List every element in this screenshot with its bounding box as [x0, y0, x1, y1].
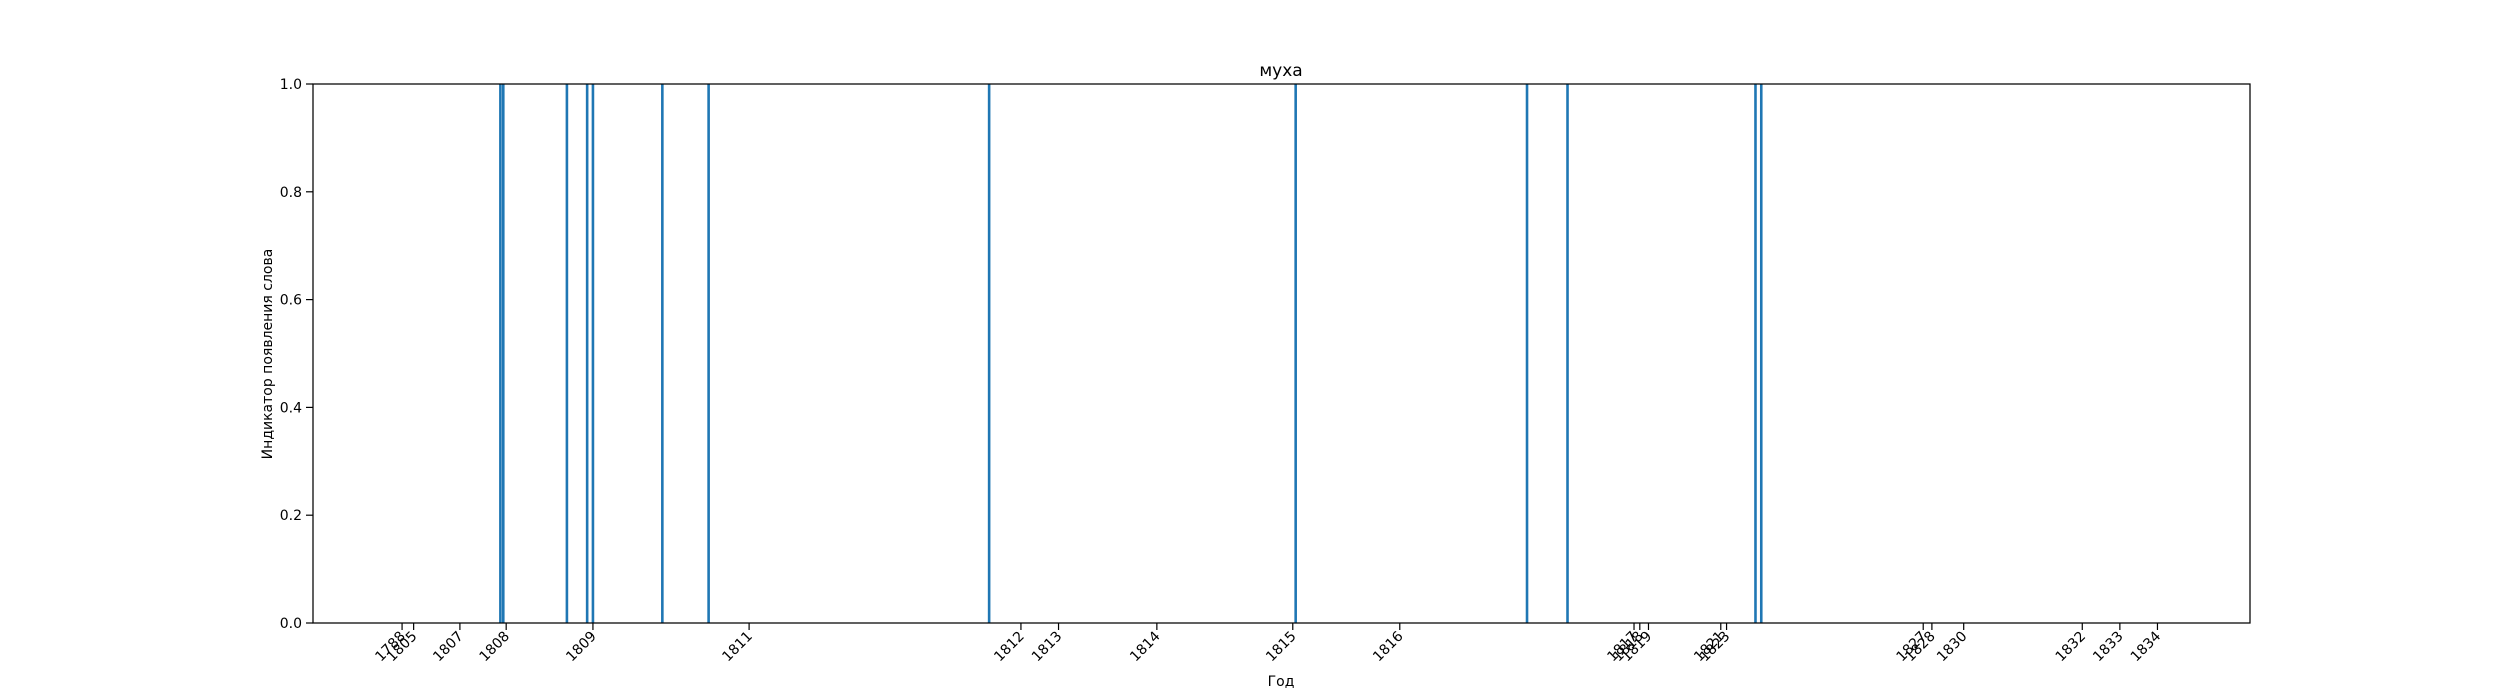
y-tick-label: 0.6 [280, 293, 302, 309]
x-tick-label: 1812 [991, 629, 1028, 666]
x-axis-label: Год [1268, 674, 1295, 690]
y-tick-label: 0.8 [280, 185, 302, 201]
chart-title: муха [1259, 61, 1302, 81]
x-tick-label: 1813 [1029, 629, 1066, 666]
x-tick-label: 1833 [2090, 629, 2127, 666]
x-tick-label: 1811 [719, 629, 756, 666]
y-tick-label: 0.2 [280, 508, 302, 524]
x-tick-label: 1816 [1370, 628, 1407, 665]
x-tick-label: 1814 [1127, 628, 1164, 665]
x-tick-label: 1807 [430, 629, 467, 666]
y-tick-label: 0.0 [280, 616, 302, 632]
x-tick-label: 1809 [563, 629, 600, 666]
x-tick-label: 1815 [1263, 629, 1300, 666]
plot-frame [312, 83, 2251, 624]
x-tick-label: 1830 [1934, 629, 1971, 666]
x-tick-label: 1808 [476, 629, 513, 666]
y-tick-label: 1.0 [280, 77, 302, 93]
y-axis-label: Индикатор появления слова [260, 249, 276, 460]
data-series [499, 84, 1763, 623]
x-tick-label: 1832 [2053, 629, 2090, 666]
y-tick-label: 0.4 [280, 400, 302, 416]
y-axis-ticks: 0.0 0.2 0.4 0.6 0.8 1.0 [280, 77, 313, 632]
x-tick-label: 1834 [2128, 628, 2165, 665]
